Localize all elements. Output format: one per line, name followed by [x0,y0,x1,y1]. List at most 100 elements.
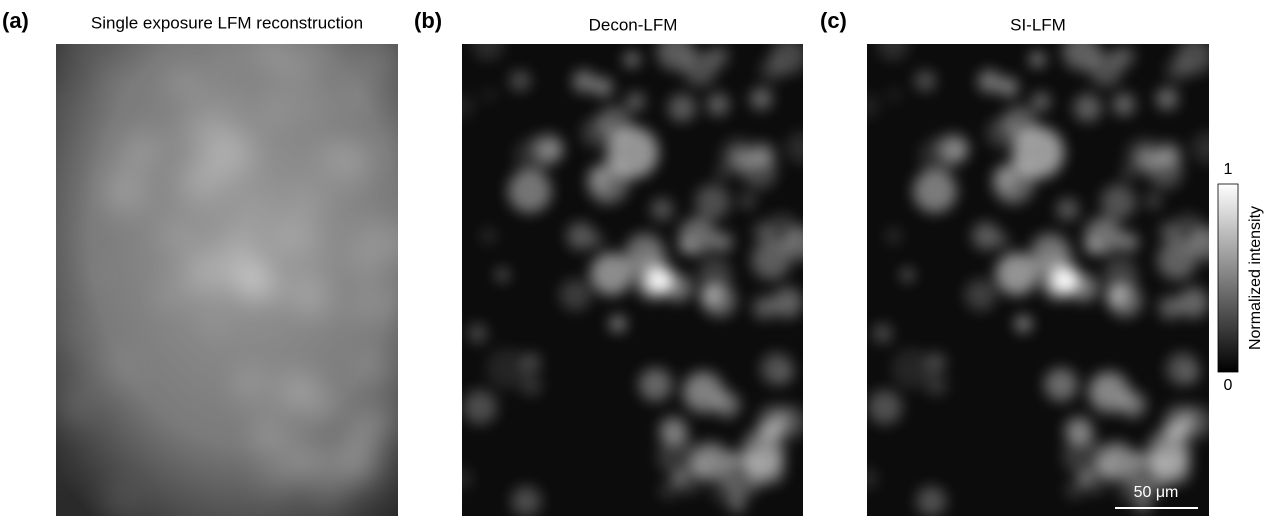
figure: (a) Single exposure LFM reconstruction (… [0,0,1276,516]
blob [480,228,497,245]
blob [496,269,508,281]
blob [115,353,135,373]
blob [1159,222,1179,242]
blob [115,375,136,396]
blob [1065,481,1083,499]
blob [324,495,341,512]
blob [978,70,1001,93]
blob [597,186,609,198]
blob [877,29,909,61]
blob [379,227,413,261]
blob [776,366,794,384]
blob [994,166,1018,190]
blob [76,88,91,103]
blob [1062,33,1100,71]
blob [302,45,324,67]
blob [1092,375,1123,406]
blob [62,324,81,343]
blob [219,52,235,68]
blob [451,468,472,489]
blob [521,353,541,373]
blob [1177,38,1213,74]
panel-title: SI-LFM [1010,15,1066,34]
blob [753,222,773,242]
panel-label: (a) [2,8,29,33]
blob [651,198,674,221]
blob [381,132,413,164]
blob [610,316,626,332]
blob [188,77,207,96]
blob [74,228,91,245]
blob [290,185,325,220]
panel-label: (c) [820,8,847,33]
blob [154,279,186,311]
blob [1044,368,1077,401]
blob [771,38,807,74]
blob [891,348,932,389]
blob [1156,88,1178,110]
blob [1101,185,1136,220]
blob [1059,274,1071,286]
blob [972,222,1000,250]
blob [698,258,732,292]
blob [1103,258,1137,292]
blob [624,52,640,68]
blob [508,169,552,213]
blob [581,117,612,148]
blob [334,192,351,209]
blob [284,459,302,477]
blob [695,185,730,220]
blob [510,70,531,91]
blob [560,279,592,311]
blob [161,222,189,250]
blob [1159,296,1182,319]
blob [1065,417,1093,445]
blob [887,88,902,103]
blob [926,375,947,396]
blob [573,70,596,93]
blob [1032,92,1051,111]
blob [191,186,203,198]
blob [588,166,612,190]
blob [607,127,659,179]
blob [965,279,997,311]
blob [302,93,325,116]
blob [1113,93,1136,116]
blob [772,287,803,318]
blob [1145,192,1162,209]
blob [659,417,687,445]
blob [254,417,282,445]
blob [1012,127,1064,179]
blob [183,166,207,190]
blob [313,137,354,178]
blob [868,390,902,424]
blob [916,486,946,516]
blob [263,94,291,122]
blob [1163,421,1186,444]
blob [1095,459,1113,477]
blob [1074,94,1102,122]
blob [105,486,135,516]
blob [999,77,1018,96]
blob [254,481,272,499]
blob [57,390,91,424]
blob [463,390,497,424]
blob [757,421,780,444]
blob [639,368,672,401]
blob [707,93,730,116]
blob [281,375,312,406]
colorbar-min: 0 [1224,377,1233,394]
blob [855,94,880,119]
blob [901,269,913,281]
blob [626,92,645,111]
blob [45,468,66,489]
blob [176,117,207,148]
blob [66,29,98,61]
blob [371,366,389,384]
blob [593,77,612,96]
blob [1085,217,1122,254]
blob [739,192,756,209]
blob [654,274,666,286]
blob [274,217,311,254]
blob [1030,52,1046,68]
